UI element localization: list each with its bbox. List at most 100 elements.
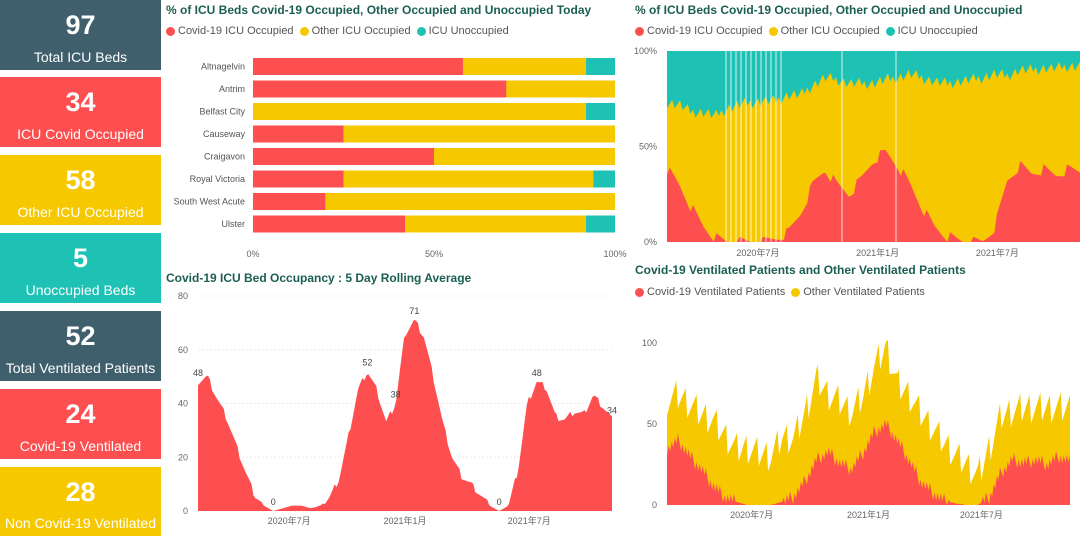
bar-segment bbox=[586, 103, 615, 120]
x-tick-label: 2021年7月 bbox=[960, 509, 1003, 520]
bar-segment bbox=[253, 103, 587, 120]
kpi-value: 97 bbox=[65, 10, 96, 40]
area-covid-rolling bbox=[198, 319, 612, 511]
legend-dot-covid bbox=[166, 26, 175, 36]
area-other-ventilated bbox=[667, 340, 1070, 505]
category-label: Belfast City bbox=[199, 107, 245, 117]
bar-segment bbox=[253, 148, 434, 165]
legend-label: ICU Unoccupied bbox=[428, 25, 509, 37]
data-label: 48 bbox=[193, 368, 203, 378]
ventilated-chart-title: Covid-19 Ventilated Patients and Other V… bbox=[635, 263, 966, 277]
bar-segment bbox=[586, 58, 615, 75]
category-label: South West Acute bbox=[174, 197, 245, 207]
bar-segment bbox=[434, 148, 615, 165]
kpi-label: Total ICU Beds bbox=[33, 49, 128, 65]
area-other bbox=[667, 61, 1080, 243]
bar-segment bbox=[253, 80, 507, 98]
y-tick-label: 0 bbox=[652, 500, 657, 510]
pct-chart-legend: Covid-19 ICU Occupied Other ICU Occupied… bbox=[635, 25, 984, 37]
x-tick-label: 2021年1月 bbox=[847, 509, 890, 520]
legend-label: Other Ventilated Patients bbox=[803, 286, 925, 298]
bar-segment bbox=[253, 193, 326, 210]
bar-segment bbox=[506, 80, 615, 98]
legend-item-unocc[interactable]: ICU Unoccupied bbox=[416, 25, 509, 37]
x-tick-label: 100% bbox=[603, 249, 626, 259]
today-bar-chart[interactable]: Altnagelvin Antrim Belfast City Causeway Cra… bbox=[160, 52, 630, 262]
legend-dot-covid bbox=[635, 287, 644, 297]
category-label: Craigavon bbox=[204, 152, 245, 162]
ventilated-chart-legend: Covid-19 Ventilated Patients Other Venti… bbox=[635, 286, 931, 298]
legend-dot-other bbox=[791, 287, 801, 297]
legend-item-unocc[interactable]: ICU Unoccupied bbox=[885, 25, 978, 37]
kpi-covid-ventilated[interactable]: 24 Covid-19 Ventilated bbox=[0, 389, 161, 459]
data-label: 52 bbox=[362, 357, 372, 367]
y-tick-label: 40 bbox=[178, 399, 188, 409]
bar-segment bbox=[343, 170, 594, 188]
kpi-value: 24 bbox=[65, 399, 96, 429]
bar-segment bbox=[253, 125, 344, 143]
x-tick-label: 0% bbox=[246, 249, 259, 259]
legend-label: ICU Unoccupied bbox=[897, 25, 978, 37]
legend-label: Other ICU Occupied bbox=[780, 25, 880, 37]
area-covid-ventilated bbox=[667, 419, 1070, 505]
kpi-total-ventilated[interactable]: 52 Total Ventilated Patients bbox=[0, 311, 161, 381]
kpi-label: Other ICU Occupied bbox=[17, 204, 144, 220]
bar-segment bbox=[253, 170, 344, 188]
y-tick-label: 80 bbox=[178, 291, 188, 301]
data-label: 71 bbox=[409, 306, 419, 316]
legend-dot-other bbox=[299, 26, 309, 36]
y-tick-label: 100 bbox=[642, 338, 657, 348]
legend-item-covid[interactable]: Covid-19 ICU Occupied bbox=[166, 25, 294, 37]
kpi-value: 5 bbox=[72, 243, 89, 273]
category-label: Causeway bbox=[203, 129, 246, 139]
x-tick-label: 50% bbox=[425, 249, 443, 259]
bar-segment bbox=[325, 193, 615, 210]
category-label: Ulster bbox=[221, 219, 245, 229]
data-label: 0 bbox=[497, 497, 502, 507]
legend-label: Other ICU Occupied bbox=[311, 25, 411, 37]
y-tick-label: 0% bbox=[644, 237, 657, 247]
kpi-value: 34 bbox=[65, 87, 96, 117]
kpi-unoccupied-beds[interactable]: 5 Unoccupied Beds bbox=[0, 233, 161, 303]
legend-item-covid[interactable]: Covid-19 ICU Occupied bbox=[635, 25, 763, 37]
y-tick-label: 20 bbox=[178, 452, 188, 462]
legend-item-other[interactable]: Other ICU Occupied bbox=[299, 25, 411, 37]
kpi-other-icu-occupied[interactable]: 58 Other ICU Occupied bbox=[0, 155, 161, 225]
y-tick-label: 60 bbox=[178, 345, 188, 355]
legend-label: Covid-19 ICU Occupied bbox=[647, 25, 763, 37]
bar-segment bbox=[405, 215, 587, 233]
legend-label: Covid-19 ICU Occupied bbox=[178, 25, 294, 37]
kpi-total-icu-beds[interactable]: 97 Total ICU Beds bbox=[0, 0, 161, 70]
rolling-chart-title: Covid-19 ICU Bed Occupancy : 5 Day Rolli… bbox=[166, 271, 472, 285]
x-tick-label: 2020年7月 bbox=[730, 509, 773, 520]
bar-segment bbox=[462, 58, 587, 75]
x-tick-label: 2021年1月 bbox=[856, 247, 899, 258]
kpi-label: ICU Covid Occupied bbox=[17, 126, 144, 142]
data-label: 38 bbox=[391, 390, 401, 400]
legend-item-other[interactable]: Other Ventilated Patients bbox=[791, 286, 925, 298]
x-tick-label: 2021年1月 bbox=[383, 515, 426, 526]
category-label: Royal Victoria bbox=[190, 174, 245, 184]
bar-segment bbox=[593, 170, 615, 188]
ventilated-area-chart[interactable]: 0 50 100 2020年7月 2021年1月 2021年7月 bbox=[630, 325, 1080, 530]
legend-item-covid[interactable]: Covid-19 Ventilated Patients bbox=[635, 286, 785, 298]
x-tick-label: 2020年7月 bbox=[268, 515, 311, 526]
pct-chart-title: % of ICU Beds Covid-19 Occupied, Other O… bbox=[635, 3, 1023, 17]
legend-dot-covid bbox=[635, 26, 644, 36]
kpi-label: Total Ventilated Patients bbox=[5, 360, 156, 376]
data-label: 48 bbox=[532, 368, 542, 378]
x-tick-label: 2021年7月 bbox=[976, 247, 1019, 258]
data-label: 0 bbox=[271, 497, 276, 507]
area-covid bbox=[667, 149, 1080, 242]
legend-item-other[interactable]: Other ICU Occupied bbox=[768, 25, 880, 37]
kpi-non-covid-ventilated[interactable]: 28 Non Covid-19 Ventilated bbox=[0, 467, 161, 536]
category-label: Antrim bbox=[219, 84, 245, 94]
bar-segment bbox=[586, 215, 615, 233]
x-tick-label: 2021年7月 bbox=[508, 515, 551, 526]
legend-label: Covid-19 Ventilated Patients bbox=[647, 286, 786, 298]
rolling-area-chart[interactable]: 0 20 40 60 80 48 52 38 71 0 0 48 34 2020年7月 2021年1月 202… bbox=[160, 290, 620, 530]
today-chart-legend: Covid-19 ICU Occupied Other ICU Occupied… bbox=[166, 25, 515, 37]
kpi-icu-covid-occupied[interactable]: 34 ICU Covid Occupied bbox=[0, 77, 161, 147]
legend-dot-unocc bbox=[885, 26, 895, 36]
pct-area-chart[interactable]: 0% 50% 100% 2020年7月 2021年1月 2021年7月 bbox=[630, 45, 1080, 260]
